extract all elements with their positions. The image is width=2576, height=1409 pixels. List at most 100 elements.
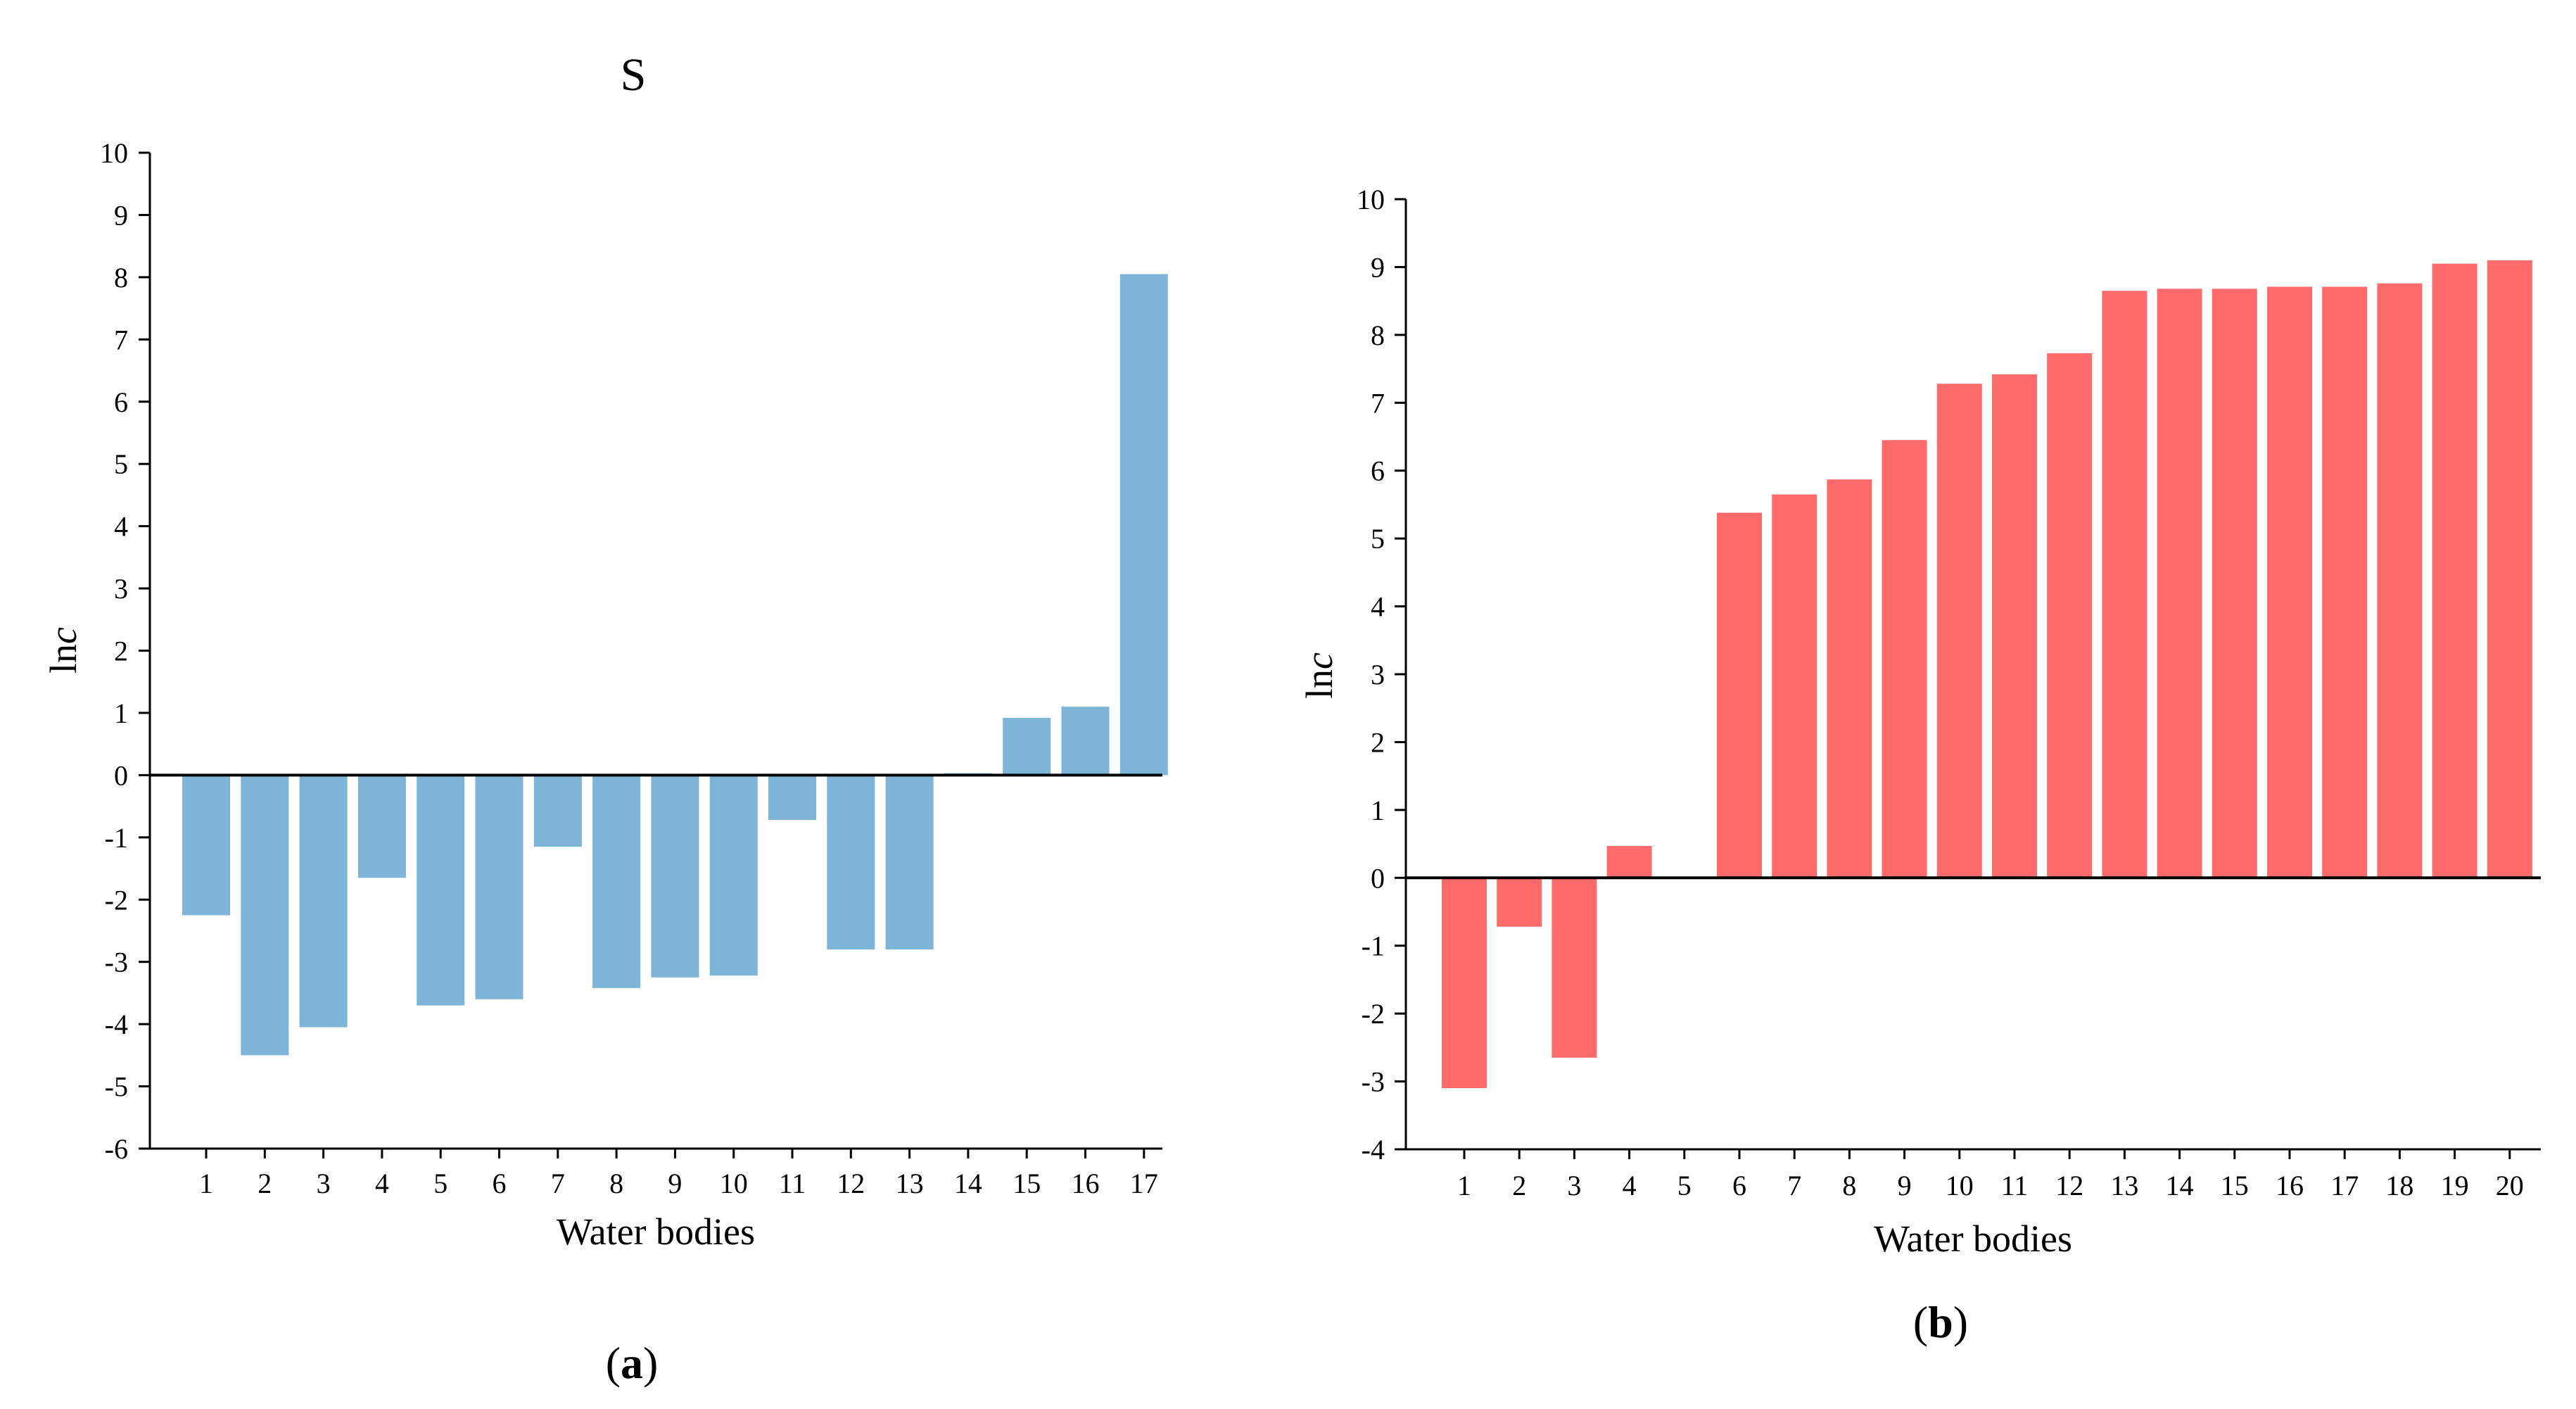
stray-label: S [621, 49, 647, 101]
x-tick-label-a: 12 [837, 1168, 865, 1199]
bar-a-6 [475, 775, 524, 999]
bar-a-8 [592, 775, 641, 988]
y-tick-label-b: 0 [1371, 862, 1385, 894]
bar-b-11 [1992, 374, 2037, 878]
x-tick-label-a: 5 [433, 1168, 448, 1199]
x-axis-title-a: Water bodies [557, 1211, 755, 1253]
x-tick-label-b: 3 [1567, 1170, 1581, 1201]
y-tick-label-a: 4 [114, 511, 128, 543]
x-tick-label-a: 3 [317, 1168, 331, 1199]
x-tick-label-a: 9 [668, 1168, 682, 1199]
y-axis-title-a: lnc [42, 627, 84, 674]
x-tick-label-b: 18 [2385, 1170, 2413, 1201]
y-tick-label-a: 1 [114, 697, 128, 729]
bar-a-3 [299, 775, 348, 1028]
x-tick-label-b: 17 [2330, 1170, 2359, 1201]
bar-b-17 [2322, 286, 2368, 878]
y-tick-label-b: -3 [1362, 1066, 1385, 1098]
bar-b-8 [1827, 479, 1872, 878]
x-tick-label-a: 4 [375, 1168, 389, 1199]
bar-a-10 [709, 775, 758, 976]
x-tick-label-b: 16 [2276, 1170, 2304, 1201]
bar-b-1 [1442, 878, 1487, 1089]
x-tick-label-b: 20 [2496, 1170, 2524, 1201]
x-tick-label-b: 7 [1787, 1170, 1801, 1201]
y-tick-label-a: -4 [105, 1009, 128, 1040]
y-tick-label-b: 8 [1371, 320, 1385, 351]
y-axis-title-a-prefix: ln [42, 644, 84, 674]
bar-b-9 [1882, 440, 1927, 878]
bar-a-9 [651, 775, 699, 978]
bar-b-19 [2432, 263, 2477, 878]
x-tick-label-b: 19 [2441, 1170, 2469, 1201]
x-tick-label-a: 16 [1072, 1168, 1100, 1199]
bars-a [182, 274, 1168, 1056]
y-axis-title-b: lnc [1298, 652, 1340, 699]
x-tick-label-a: 6 [493, 1168, 507, 1199]
y-tick-label-a: -1 [105, 822, 128, 854]
y-tick-label-a: 5 [114, 448, 128, 480]
y-tick-label-a: 0 [114, 759, 128, 791]
x-tick-label-b: 5 [1677, 1170, 1692, 1201]
x-tick-label-a: 13 [896, 1168, 924, 1199]
x-tick-label-b: 4 [1623, 1170, 1637, 1201]
x-tick-label-b: 14 [2166, 1170, 2194, 1201]
x-tick-label-b: 2 [1512, 1170, 1526, 1201]
y-axis-title-b-prefix: ln [1298, 669, 1340, 699]
bar-b-3 [1552, 878, 1597, 1058]
y-tick-label-a: 9 [114, 199, 128, 231]
y-tick-label-a: -2 [105, 884, 128, 916]
bar-a-11 [768, 775, 816, 821]
y-tick-label-a: -5 [105, 1071, 128, 1103]
y-tick-label-b: 7 [1371, 387, 1385, 419]
y-tick-label-b: 2 [1371, 726, 1385, 758]
bar-b-6 [1717, 512, 1762, 878]
x-tick-label-b: 8 [1842, 1170, 1856, 1201]
x-tick-label-a: 2 [258, 1168, 272, 1199]
bar-a-12 [827, 775, 875, 949]
y-tick-label-a: 6 [114, 386, 128, 418]
bar-b-7 [1772, 494, 1817, 878]
y-tick-label-a: -3 [105, 947, 128, 978]
x-tick-label-a: 7 [551, 1168, 565, 1199]
y-tick-label-b: 10 [1357, 184, 1385, 215]
x-tick-label-b: 1 [1457, 1170, 1471, 1201]
bar-a-17 [1119, 274, 1168, 776]
bars-b [1442, 260, 2532, 1089]
x-tick-label-b: 6 [1732, 1170, 1746, 1201]
bar-b-12 [2047, 353, 2093, 878]
bar-a-5 [417, 775, 465, 1006]
bar-b-13 [2102, 291, 2147, 878]
y-tick-label-a: 3 [114, 573, 128, 605]
panel-label-a-letter: a [621, 1338, 643, 1388]
y-tick-label-a: -6 [105, 1133, 128, 1165]
y-tick-label-a: 7 [114, 324, 128, 355]
bar-b-18 [2377, 283, 2423, 878]
bar-a-2 [241, 775, 289, 1056]
bar-b-4 [1606, 846, 1652, 878]
x-tick-label-b: 13 [2110, 1170, 2138, 1201]
y-tick-label-b: 6 [1371, 455, 1385, 487]
x-tick-label-b: 12 [2055, 1170, 2083, 1201]
panel-label-b: (b) [1913, 1297, 1968, 1347]
x-axis-title-b: Water bodies [1874, 1218, 2072, 1260]
y-axis-title-b-symbol: c [1298, 652, 1340, 669]
bar-a-1 [182, 775, 230, 916]
y-axis-title-a-symbol: c [42, 627, 84, 644]
x-tick-label-b: 10 [1946, 1170, 1974, 1201]
bar-b-16 [2267, 286, 2312, 878]
x-tick-label-a: 17 [1130, 1168, 1158, 1199]
bar-b-14 [2157, 289, 2202, 878]
y-tick-label-a: 2 [114, 636, 128, 667]
x-tick-label-a: 14 [954, 1168, 982, 1199]
x-tick-label-a: 11 [779, 1168, 806, 1199]
panel-label-b-letter: b [1928, 1297, 1953, 1347]
bar-a-7 [533, 775, 582, 847]
x-tick-label-a: 15 [1013, 1168, 1041, 1199]
y-tick-label-b: 3 [1371, 659, 1385, 690]
